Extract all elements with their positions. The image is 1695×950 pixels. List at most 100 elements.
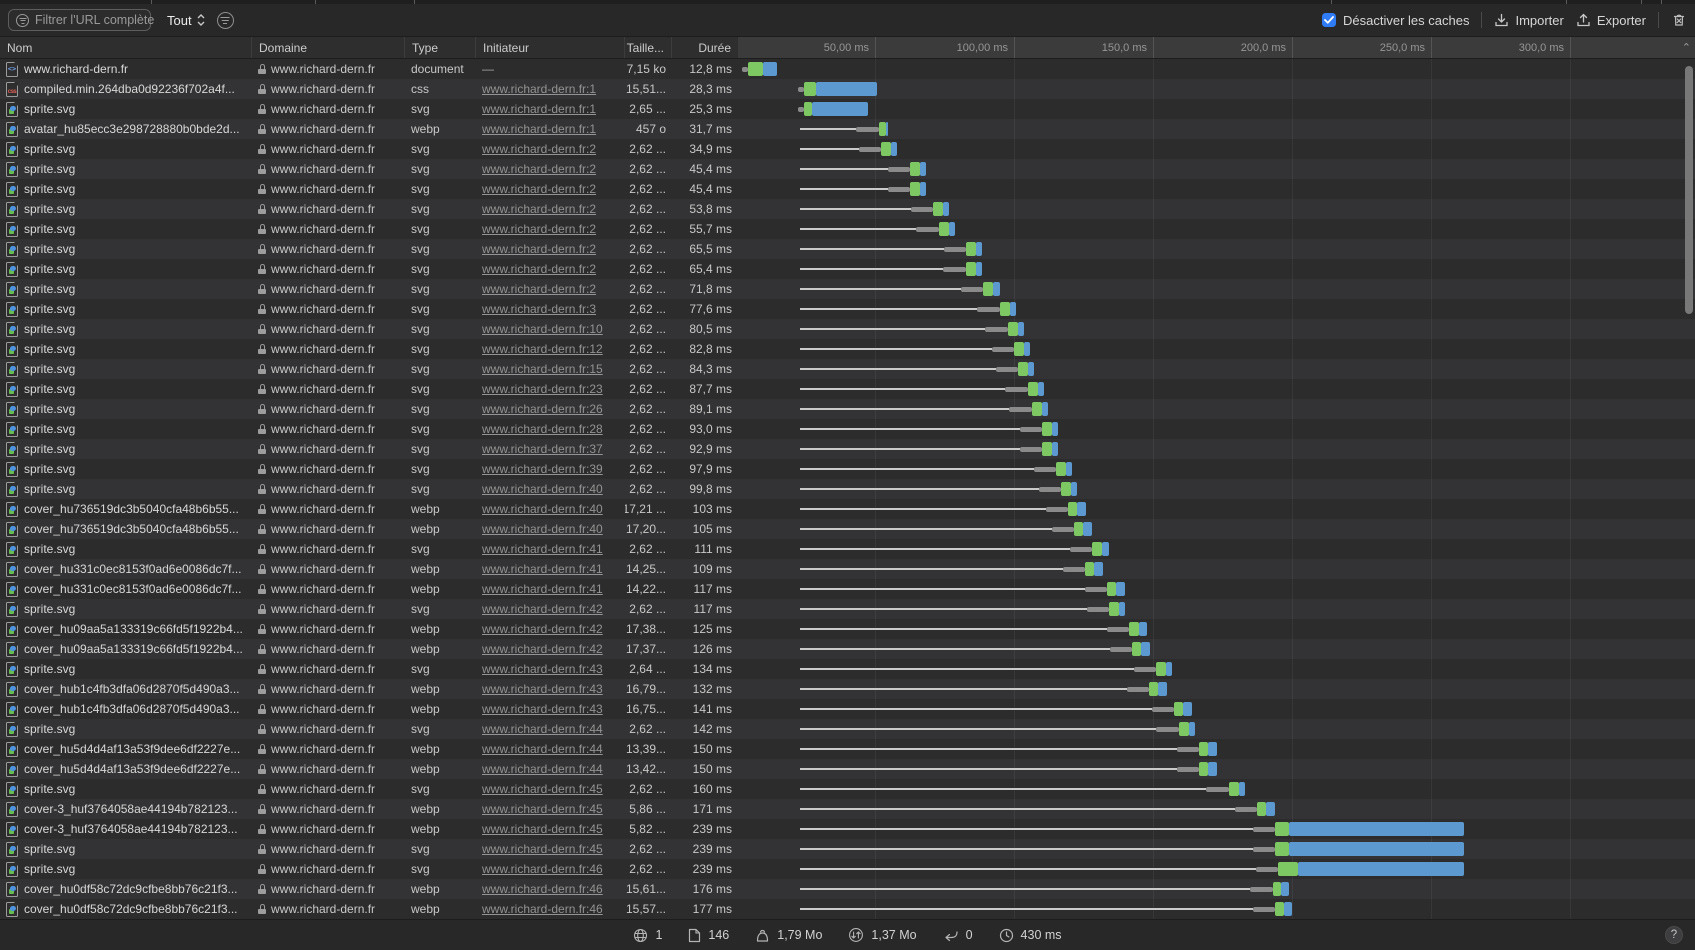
- initiator-link[interactable]: www.richard-dern.fr:23: [482, 382, 603, 396]
- initiator-link[interactable]: www.richard-dern.fr:41: [482, 582, 603, 596]
- request-row[interactable]: <> css sprite.svg www.richard-dern.fr sv…: [0, 239, 1695, 259]
- request-row[interactable]: <> css cover-3_huf3764058ae44194b782123.…: [0, 819, 1695, 839]
- request-row[interactable]: <> css sprite.svg www.richard-dern.fr sv…: [0, 779, 1695, 799]
- request-row[interactable]: <> css cover_hub1c4fb3dfa06d2870f5d490a3…: [0, 679, 1695, 699]
- request-row[interactable]: <> css cover_hu5d4d4af13a53f9dee6df2227e…: [0, 739, 1695, 759]
- initiator-link[interactable]: www.richard-dern.fr:2: [482, 162, 597, 176]
- url-filter-input[interactable]: Filtrer l'URL complète: [8, 9, 154, 31]
- initiator-link[interactable]: www.richard-dern.fr:10: [482, 322, 603, 336]
- initiator-link[interactable]: www.richard-dern.fr:40: [482, 502, 603, 516]
- initiator-link[interactable]: www.richard-dern.fr:1: [482, 82, 597, 96]
- request-row[interactable]: <> css sprite.svg www.richard-dern.fr sv…: [0, 159, 1695, 179]
- request-row[interactable]: <> css sprite.svg www.richard-dern.fr sv…: [0, 299, 1695, 319]
- column-header-initiator[interactable]: Initiateur: [476, 37, 625, 58]
- initiator-link[interactable]: www.richard-dern.fr:45: [482, 842, 603, 856]
- column-header-name[interactable]: Nom: [0, 37, 252, 58]
- request-row[interactable]: <> css www.richard-dern.fr www.richard-d…: [0, 59, 1695, 79]
- request-row[interactable]: <> css cover_hub1c4fb3dfa06d2870f5d490a3…: [0, 699, 1695, 719]
- initiator-link[interactable]: www.richard-dern.fr:40: [482, 482, 603, 496]
- initiator-link[interactable]: www.richard-dern.fr:2: [482, 222, 597, 236]
- request-row[interactable]: <> css sprite.svg www.richard-dern.fr sv…: [0, 539, 1695, 559]
- initiator-link[interactable]: www.richard-dern.fr:44: [482, 762, 603, 776]
- request-row[interactable]: <> css cover-3_huf3764058ae44194b782123.…: [0, 799, 1695, 819]
- clear-network-items-button[interactable]: [1671, 12, 1687, 28]
- initiator-link[interactable]: www.richard-dern.fr:37: [482, 442, 603, 456]
- column-header-size[interactable]: Taille...: [625, 37, 672, 58]
- request-row[interactable]: <> css sprite.svg www.richard-dern.fr sv…: [0, 479, 1695, 499]
- request-row[interactable]: <> css cover_hu09aa5a133319c66fd5f1922b4…: [0, 639, 1695, 659]
- initiator-link[interactable]: www.richard-dern.fr:44: [482, 722, 603, 736]
- initiator-link[interactable]: www.richard-dern.fr:2: [482, 182, 597, 196]
- request-row[interactable]: <> css sprite.svg www.richard-dern.fr sv…: [0, 859, 1695, 879]
- import-button[interactable]: Importer: [1494, 13, 1564, 28]
- initiator-link[interactable]: www.richard-dern.fr:28: [482, 422, 603, 436]
- vertical-scrollbar[interactable]: [1685, 66, 1693, 314]
- initiator-link[interactable]: www.richard-dern.fr:2: [482, 262, 597, 276]
- initiator-link[interactable]: www.richard-dern.fr:42: [482, 622, 603, 636]
- request-row[interactable]: <> css cover_hu5d4d4af13a53f9dee6df2227e…: [0, 759, 1695, 779]
- request-row[interactable]: <> css sprite.svg www.richard-dern.fr sv…: [0, 719, 1695, 739]
- collapse-chevron-icon[interactable]: ⌃: [1681, 42, 1691, 54]
- checkbox-checked-icon[interactable]: [1322, 13, 1336, 27]
- request-row[interactable]: <> css sprite.svg www.richard-dern.fr sv…: [0, 139, 1695, 159]
- request-row[interactable]: <> css sprite.svg www.richard-dern.fr sv…: [0, 599, 1695, 619]
- initiator-link[interactable]: www.richard-dern.fr:2: [482, 202, 597, 216]
- request-row[interactable]: <> css sprite.svg www.richard-dern.fr sv…: [0, 199, 1695, 219]
- request-row[interactable]: <> css sprite.svg www.richard-dern.fr sv…: [0, 99, 1695, 119]
- initiator-link[interactable]: www.richard-dern.fr:45: [482, 782, 603, 796]
- request-row[interactable]: <> css cover_hu331c0ec8153f0ad6e0086dc7f…: [0, 559, 1695, 579]
- initiator-link[interactable]: www.richard-dern.fr:15: [482, 362, 603, 376]
- request-row[interactable]: <> css sprite.svg www.richard-dern.fr sv…: [0, 459, 1695, 479]
- initiator-link[interactable]: www.richard-dern.fr:43: [482, 662, 603, 676]
- initiator-link[interactable]: www.richard-dern.fr:1: [482, 122, 597, 136]
- request-row[interactable]: <> css sprite.svg www.richard-dern.fr sv…: [0, 179, 1695, 199]
- initiator-link[interactable]: www.richard-dern.fr:41: [482, 542, 603, 556]
- initiator-link[interactable]: www.richard-dern.fr:42: [482, 642, 603, 656]
- request-row[interactable]: <> css compiled.min.264dba0d92236f702a4f…: [0, 79, 1695, 99]
- request-row[interactable]: <> css sprite.svg www.richard-dern.fr sv…: [0, 439, 1695, 459]
- request-row[interactable]: <> css cover_hu0df58c72dc9cfbe8bb76c21f3…: [0, 899, 1695, 919]
- initiator-link[interactable]: www.richard-dern.fr:46: [482, 882, 603, 896]
- request-row[interactable]: <> css sprite.svg www.richard-dern.fr sv…: [0, 279, 1695, 299]
- disable-caches-checkbox[interactable]: Désactiver les caches: [1322, 13, 1469, 28]
- initiator-link[interactable]: www.richard-dern.fr:44: [482, 742, 603, 756]
- request-row[interactable]: <> css cover_hu331c0ec8153f0ad6e0086dc7f…: [0, 579, 1695, 599]
- request-row[interactable]: <> css cover_hu09aa5a133319c66fd5f1922b4…: [0, 619, 1695, 639]
- request-row[interactable]: <> css sprite.svg www.richard-dern.fr sv…: [0, 839, 1695, 859]
- initiator-link[interactable]: www.richard-dern.fr:43: [482, 682, 603, 696]
- request-row[interactable]: <> css avatar_hu85ecc3e298728880b0bde2d.…: [0, 119, 1695, 139]
- initiator-link[interactable]: www.richard-dern.fr:41: [482, 562, 603, 576]
- initiator-link[interactable]: www.richard-dern.fr:26: [482, 402, 603, 416]
- filter-options-button[interactable]: [216, 11, 234, 29]
- request-row[interactable]: <> css sprite.svg www.richard-dern.fr sv…: [0, 359, 1695, 379]
- request-row[interactable]: <> css cover_hu0df58c72dc9cfbe8bb76c21f3…: [0, 879, 1695, 899]
- initiator-link[interactable]: www.richard-dern.fr:2: [482, 242, 597, 256]
- initiator-link[interactable]: www.richard-dern.fr:42: [482, 602, 603, 616]
- column-header-type[interactable]: Type: [405, 37, 476, 58]
- request-row[interactable]: <> css sprite.svg www.richard-dern.fr sv…: [0, 399, 1695, 419]
- request-row[interactable]: <> css sprite.svg www.richard-dern.fr sv…: [0, 419, 1695, 439]
- request-row[interactable]: <> css sprite.svg www.richard-dern.fr sv…: [0, 319, 1695, 339]
- initiator-link[interactable]: www.richard-dern.fr:43: [482, 702, 603, 716]
- export-button[interactable]: Exporter: [1576, 13, 1646, 28]
- initiator-link[interactable]: www.richard-dern.fr:2: [482, 142, 597, 156]
- column-header-duration[interactable]: Durée: [698, 40, 731, 55]
- initiator-link[interactable]: www.richard-dern.fr:1: [482, 102, 597, 116]
- request-row[interactable]: <> css sprite.svg www.richard-dern.fr sv…: [0, 219, 1695, 239]
- help-button[interactable]: ?: [1665, 926, 1683, 944]
- resource-type-select[interactable]: Tout: [167, 13, 205, 28]
- initiator-link[interactable]: www.richard-dern.fr:45: [482, 822, 603, 836]
- request-row[interactable]: <> css cover_hu736519dc3b5040cfa48b6b55.…: [0, 519, 1695, 539]
- column-header-domain[interactable]: Domaine: [252, 37, 405, 58]
- initiator-link[interactable]: www.richard-dern.fr:39: [482, 462, 603, 476]
- initiator-link[interactable]: www.richard-dern.fr:3: [482, 302, 597, 316]
- request-row[interactable]: <> css cover_hu736519dc3b5040cfa48b6b55.…: [0, 499, 1695, 519]
- initiator-link[interactable]: www.richard-dern.fr:46: [482, 902, 603, 916]
- initiator-link[interactable]: www.richard-dern.fr:12: [482, 342, 603, 356]
- initiator-link[interactable]: www.richard-dern.fr:40: [482, 522, 603, 536]
- request-row[interactable]: <> css sprite.svg www.richard-dern.fr sv…: [0, 379, 1695, 399]
- initiator-link[interactable]: www.richard-dern.fr:45: [482, 802, 603, 816]
- request-row[interactable]: <> css sprite.svg www.richard-dern.fr sv…: [0, 659, 1695, 679]
- request-row[interactable]: <> css sprite.svg www.richard-dern.fr sv…: [0, 339, 1695, 359]
- request-row[interactable]: <> css sprite.svg www.richard-dern.fr sv…: [0, 259, 1695, 279]
